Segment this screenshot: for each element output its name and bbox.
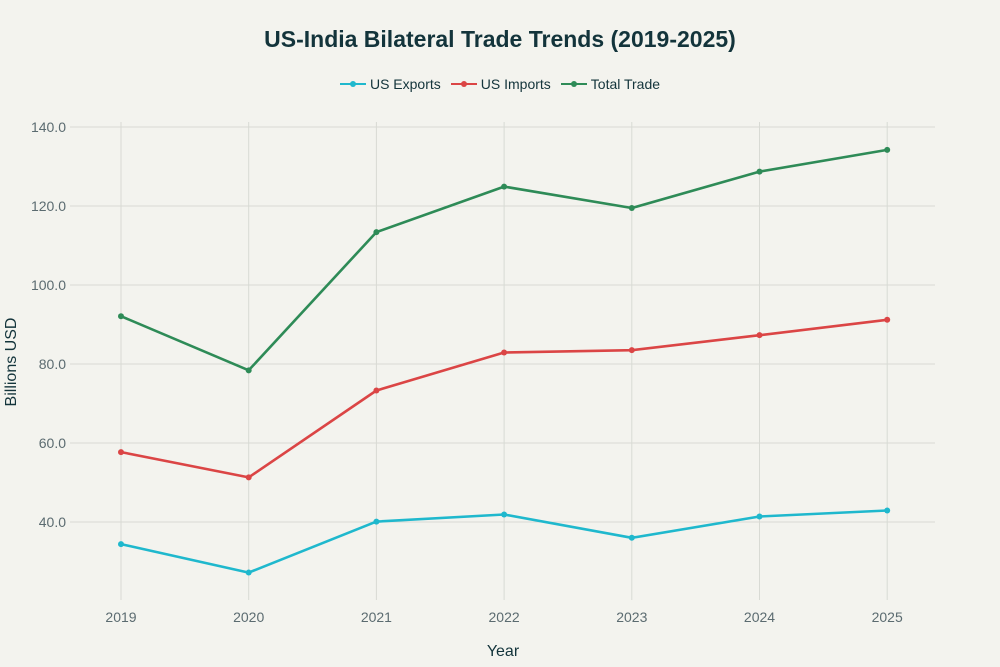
chart-title: US-India Bilateral Trade Trends (2019-20… xyxy=(264,26,736,52)
legend-item-us-exports[interactable]: US Exports xyxy=(339,76,441,92)
data-point-total-trade[interactable] xyxy=(373,229,380,236)
series-layer xyxy=(118,146,891,576)
data-point-us-exports[interactable] xyxy=(884,507,891,514)
y-axis-label: Billions USD xyxy=(3,318,20,407)
data-point-us-imports[interactable] xyxy=(118,449,124,456)
data-point-total-trade[interactable] xyxy=(884,146,891,153)
legend-swatch-total-trade xyxy=(560,77,587,91)
y-tick-label: 140.0 xyxy=(31,119,66,135)
series-total-trade xyxy=(118,146,891,374)
data-point-us-exports[interactable] xyxy=(628,534,635,541)
y-tick-label: 60.0 xyxy=(39,435,66,451)
x-tick-label: 2020 xyxy=(233,609,264,625)
y-tick-label: 120.0 xyxy=(31,198,66,214)
x-tick-label: 2021 xyxy=(361,609,392,625)
y-axis-ticks: 40.0 60.0 80.0 100.0 120.0 140.0 xyxy=(31,119,66,530)
data-point-us-imports[interactable] xyxy=(373,387,380,394)
legend-label-us-exports: US Exports xyxy=(369,76,441,92)
legend-swatch-us-imports xyxy=(450,77,477,91)
data-point-us-imports[interactable] xyxy=(756,332,763,339)
y-tick-label: 40.0 xyxy=(39,514,66,530)
x-tick-label: 2024 xyxy=(744,609,775,625)
y-tick-label: 80.0 xyxy=(39,356,66,372)
data-point-total-trade[interactable] xyxy=(501,183,508,190)
x-tick-label: 2019 xyxy=(105,609,136,625)
series-us-exports xyxy=(118,507,891,576)
data-point-us-imports[interactable] xyxy=(628,347,635,354)
data-point-us-exports[interactable] xyxy=(118,541,124,548)
data-point-total-trade[interactable] xyxy=(756,168,763,175)
data-point-us-exports[interactable] xyxy=(373,518,380,525)
x-axis-ticks: 2019 2020 2021 2022 2023 2024 2025 xyxy=(105,609,903,625)
y-tick-label: 100.0 xyxy=(31,277,66,293)
legend-item-us-imports[interactable]: US Imports xyxy=(450,76,551,92)
data-point-us-imports[interactable] xyxy=(501,349,508,356)
data-point-us-imports[interactable] xyxy=(245,474,252,481)
data-point-us-exports[interactable] xyxy=(501,511,508,518)
data-point-us-exports[interactable] xyxy=(245,569,252,576)
x-tick-label: 2022 xyxy=(489,609,520,625)
x-axis-label: Year xyxy=(487,643,520,660)
data-point-total-trade[interactable] xyxy=(245,367,252,374)
series-us-imports xyxy=(118,316,891,481)
data-point-total-trade[interactable] xyxy=(628,204,635,211)
x-tick-label: 2023 xyxy=(616,609,647,625)
data-point-us-exports[interactable] xyxy=(756,513,763,520)
legend-item-total-trade[interactable]: Total Trade xyxy=(560,76,661,92)
data-point-total-trade[interactable] xyxy=(118,313,124,320)
legend: US Exports US Imports Total Trade xyxy=(0,76,1000,92)
legend-label-us-imports: US Imports xyxy=(480,76,551,92)
y-gridlines xyxy=(70,126,935,523)
x-gridlines xyxy=(120,122,888,600)
legend-label-total-trade: Total Trade xyxy=(590,76,661,92)
legend-swatch-us-exports xyxy=(339,77,366,91)
x-tick-label: 2025 xyxy=(872,609,903,625)
data-point-us-imports[interactable] xyxy=(884,316,891,323)
